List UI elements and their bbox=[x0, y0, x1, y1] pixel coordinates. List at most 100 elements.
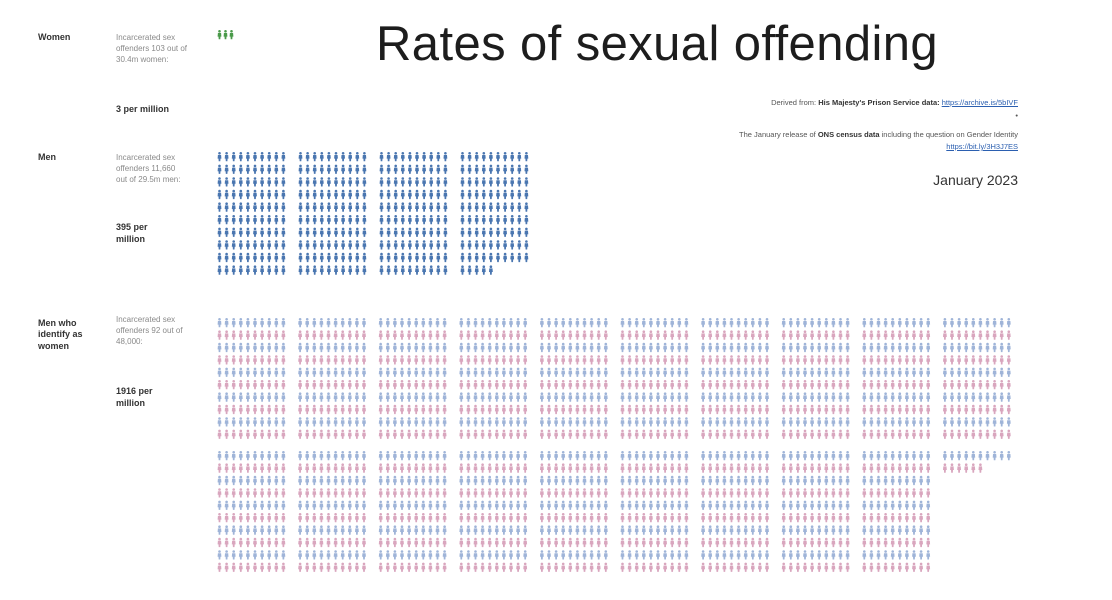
transwoman-figure bbox=[400, 318, 404, 328]
transwoman-figure bbox=[568, 488, 573, 498]
man-figure bbox=[231, 177, 236, 187]
transwoman-figure bbox=[421, 500, 426, 510]
transwoman-figure bbox=[442, 488, 447, 498]
ons-data-link[interactable]: https://bit.ly/3H3J7ES bbox=[946, 142, 1018, 151]
transwoman-figure bbox=[253, 380, 257, 390]
transwoman-figure bbox=[442, 330, 447, 340]
man-figure bbox=[474, 164, 479, 174]
transwoman-figure bbox=[253, 404, 257, 415]
transwoman-figure bbox=[326, 488, 331, 498]
transwoman-figure bbox=[547, 355, 551, 365]
transwoman-figure bbox=[795, 463, 800, 473]
transwoman-figure bbox=[810, 562, 814, 572]
transwoman-figure bbox=[729, 537, 734, 548]
transwoman-figure bbox=[603, 451, 608, 461]
transwoman-figure bbox=[487, 525, 492, 535]
transwoman-figure bbox=[246, 562, 250, 572]
transwoman-figure bbox=[312, 380, 317, 390]
transwoman-figure bbox=[701, 475, 705, 486]
transwoman-figure bbox=[582, 463, 587, 473]
transwoman-figure bbox=[326, 417, 331, 427]
man-figure bbox=[517, 177, 522, 187]
man-figure bbox=[246, 177, 250, 187]
transwoman-figure bbox=[781, 562, 786, 572]
transwoman-figure bbox=[582, 562, 587, 572]
man-figure bbox=[379, 152, 384, 162]
transwoman-figure bbox=[217, 380, 222, 390]
man-figure bbox=[393, 152, 398, 162]
man-figure bbox=[274, 164, 279, 174]
man-figure bbox=[510, 252, 515, 263]
transwoman-figure bbox=[554, 380, 558, 390]
transwoman-figure bbox=[407, 429, 411, 439]
transwoman-figure bbox=[260, 525, 264, 535]
transwoman-figure bbox=[224, 380, 229, 390]
transwoman-figure bbox=[435, 562, 440, 572]
transwoman-figure bbox=[509, 429, 513, 439]
transwoman-figure bbox=[757, 355, 762, 365]
transwoman-figure bbox=[400, 367, 404, 377]
transwomen-description: Incarcerated sex offenders 92 out of 48,… bbox=[116, 315, 183, 347]
transwoman-figure bbox=[715, 404, 720, 415]
transwoman-figure bbox=[765, 392, 769, 402]
man-figure bbox=[524, 215, 529, 225]
transwoman-figure bbox=[964, 355, 969, 365]
transwoman-figure bbox=[641, 367, 646, 377]
man-figure bbox=[429, 215, 434, 225]
man-figure bbox=[253, 164, 257, 174]
transwoman-figure bbox=[224, 429, 229, 439]
man-figure bbox=[517, 227, 522, 237]
transwoman-figure bbox=[523, 537, 528, 548]
transwoman-figure bbox=[224, 550, 229, 560]
man-figure bbox=[231, 202, 236, 212]
transwoman-figure bbox=[274, 355, 279, 365]
transwoman-figure bbox=[231, 380, 236, 390]
transwoman-figure bbox=[926, 488, 931, 498]
transwoman-figure bbox=[231, 500, 236, 510]
man-figure bbox=[238, 240, 243, 250]
transwoman-figure bbox=[845, 513, 850, 523]
transwoman-figure bbox=[480, 500, 485, 510]
transwoman-figure bbox=[869, 429, 874, 439]
transwoman-figure bbox=[684, 537, 689, 548]
man-figure bbox=[274, 252, 279, 263]
transwoman-figure bbox=[568, 429, 573, 439]
transwoman-figure bbox=[466, 318, 471, 328]
transwoman-figure bbox=[516, 475, 520, 486]
transwoman-figure bbox=[648, 562, 653, 572]
transwoman-figure bbox=[634, 463, 639, 473]
transwoman-figure bbox=[964, 392, 969, 402]
transwoman-figure bbox=[992, 417, 997, 427]
prison-data-link[interactable]: https://archive.is/5bIVF bbox=[941, 98, 1018, 107]
transwoman-figure bbox=[501, 392, 506, 402]
transwoman-figure bbox=[582, 392, 587, 402]
transwoman-figure bbox=[298, 404, 302, 415]
transwoman-figure bbox=[641, 475, 646, 486]
transwoman-figure bbox=[246, 392, 250, 402]
transwoman-figure bbox=[305, 537, 310, 548]
man-figure bbox=[217, 252, 222, 263]
transwoman-figure bbox=[516, 417, 520, 427]
transwoman-figure bbox=[876, 342, 881, 353]
transwoman-figure bbox=[319, 417, 324, 427]
transwoman-figure bbox=[596, 330, 601, 340]
transwoman-figure bbox=[378, 330, 383, 340]
transwoman-figure bbox=[722, 330, 727, 340]
transwoman-figure bbox=[253, 475, 257, 486]
transwoman-figure bbox=[298, 367, 302, 377]
transwoman-figure bbox=[634, 429, 639, 439]
transwoman-figure bbox=[428, 463, 433, 473]
transwoman-figure bbox=[838, 475, 843, 486]
transwoman-figure bbox=[596, 451, 601, 461]
man-figure bbox=[379, 202, 384, 212]
transwoman-figure bbox=[1006, 404, 1011, 415]
woman-figure bbox=[217, 30, 222, 40]
transwoman-figure bbox=[971, 429, 976, 439]
man-figure bbox=[348, 227, 353, 237]
transwoman-figure bbox=[466, 451, 471, 461]
transwoman-figure bbox=[648, 500, 653, 510]
man-figure bbox=[393, 177, 398, 187]
transwoman-figure bbox=[845, 404, 850, 415]
transwoman-figure bbox=[750, 380, 755, 390]
man-figure bbox=[436, 164, 441, 174]
